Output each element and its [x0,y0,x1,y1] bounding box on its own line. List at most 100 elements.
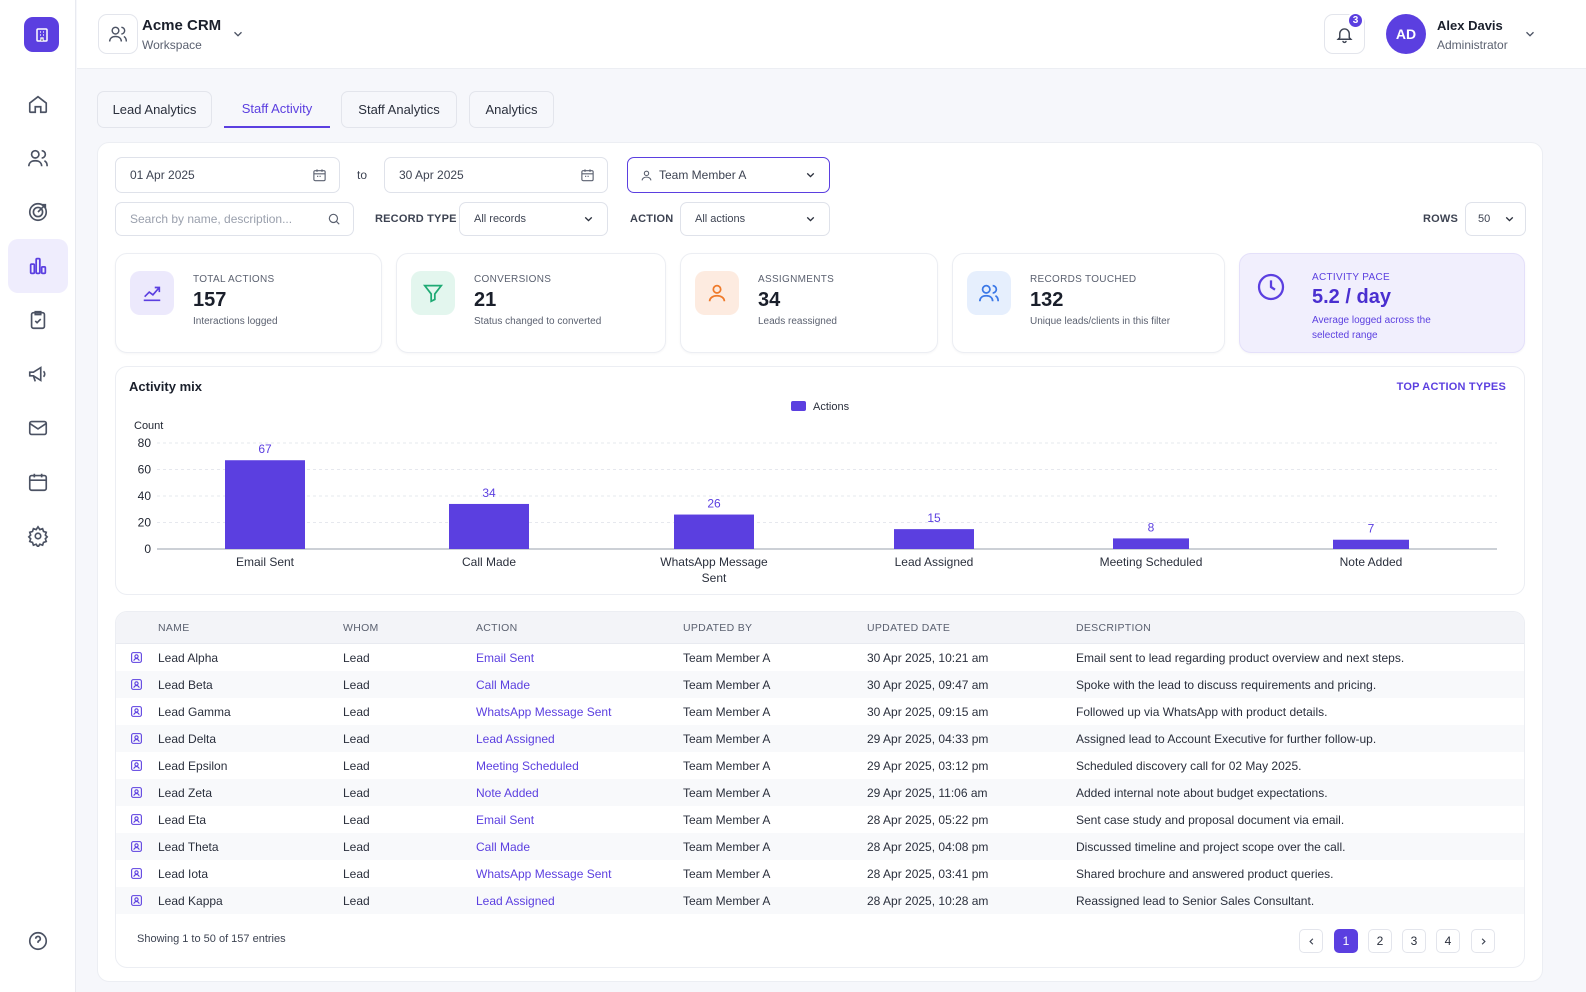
table-row[interactable]: Lead Delta Lead Lead Assigned Team Member A… [116,725,1524,752]
notifications-button[interactable] [1324,14,1365,54]
cell-name[interactable]: Lead Beta [158,678,213,692]
table-header: NAME WHOM ACTION UPDATED BY UPDATED DATE… [116,612,1524,644]
tab-lead-analytics[interactable]: Lead Analytics [97,91,212,128]
nav-mail[interactable] [8,401,68,455]
team-member-select[interactable]: Team Member A [627,157,830,193]
cell-action[interactable]: Note Added [476,786,539,800]
avatar[interactable]: AD [1386,14,1426,54]
activity-mix-panel: Activity mix TOP ACTION TYPES Actions Cou… [115,366,1525,595]
date-from-field[interactable]: 01 Apr 2025 [115,157,340,193]
tab-staff-analytics[interactable]: Staff Analytics [341,91,457,128]
pagination-next[interactable] [1471,929,1495,953]
workspace-name: Acme CRM [142,17,222,34]
table-row[interactable]: Lead Beta Lead Call Made Team Member A 30 Ap… [116,671,1524,698]
nav-campaigns[interactable] [8,347,68,401]
clipboard-check-icon [30,310,46,330]
table-row[interactable]: Lead Theta Lead Call Made Team Member A 28 A… [116,833,1524,860]
table-row[interactable]: Lead Gamma Lead WhatsApp Message Sent Team … [116,698,1524,725]
pagination-page-3[interactable]: 3 [1402,929,1426,953]
cell-name[interactable]: Lead Alpha [158,651,219,665]
col-description[interactable]: DESCRIPTION [1076,622,1152,634]
cell-name[interactable]: Lead Iota [158,867,209,881]
bar[interactable] [225,460,305,549]
cell-name[interactable]: Lead Kappa [158,894,223,908]
nav-calendar[interactable] [8,455,68,509]
cell-action[interactable]: WhatsApp Message Sent [476,705,612,719]
table-row[interactable]: Lead Kappa Lead Lead Assigned Team Member A… [116,887,1524,914]
date-to-field[interactable]: 30 Apr 2025 [384,157,608,193]
gear-icon [27,525,49,547]
cell-name[interactable]: Lead Delta [158,732,217,746]
top-action-types-link[interactable]: TOP ACTION TYPES [1396,381,1506,393]
record-type-select[interactable]: All records [459,202,608,236]
cell-description: Assigned lead to Account Executive for f… [1076,732,1377,746]
cell-action[interactable]: Lead Assigned [476,732,555,746]
nav-leads[interactable] [8,185,68,239]
nav-contacts[interactable] [8,131,68,185]
bar[interactable] [1333,539,1409,549]
nav-help[interactable] [8,914,68,968]
table-row[interactable]: Lead Alpha Lead Email Sent Team Member A 30 … [116,644,1524,671]
x-tick-label: Email Sent [236,555,295,569]
nav-settings[interactable] [8,509,68,563]
cell-updated-by: Team Member A [683,705,771,719]
nav-tasks[interactable] [8,293,68,347]
app-logo[interactable] [24,17,59,52]
table-row[interactable]: Lead Eta Lead Email Sent Team Member A 28 Ap… [116,806,1524,833]
col-name[interactable]: NAME [158,622,190,634]
cell-name[interactable]: Lead Zeta [158,786,213,800]
workspace-chevron[interactable] [231,27,245,41]
col-updated-date[interactable]: UPDATED DATE [867,622,951,634]
table-row[interactable]: Lead Iota Lead WhatsApp Message Sent Team M… [116,860,1524,887]
search-icon [327,212,341,226]
cell-name[interactable]: Lead Theta [158,840,219,854]
cell-name[interactable]: Lead Gamma [158,705,231,719]
cell-action[interactable]: Lead Assigned [476,894,555,908]
col-action[interactable]: ACTION [476,622,518,634]
pagination-page-2[interactable]: 2 [1368,929,1392,953]
table-row[interactable]: Lead Epsilon Lead Meeting Scheduled Team Me… [116,752,1524,779]
action-select[interactable]: All actions [680,202,830,236]
cell-updated-by: Team Member A [683,651,771,665]
cell-updated-by: Team Member A [683,759,771,773]
pagination-page-1[interactable]: 1 [1334,929,1358,953]
bar[interactable] [674,514,754,549]
users-icon [28,149,48,167]
cell-updated-date: 30 Apr 2025, 09:15 am [867,705,989,719]
cell-action[interactable]: Call Made [476,840,531,854]
record-type-label: RECORD TYPE [375,213,457,225]
cell-name[interactable]: Lead Eta [158,813,207,827]
user-menu-chevron[interactable] [1523,27,1537,41]
cell-action[interactable]: Email Sent [476,651,535,665]
cell-action[interactable]: Call Made [476,678,531,692]
filter-icon [411,271,455,315]
y-tick-label: 0 [144,542,151,556]
search-input[interactable]: Search by name, description... [115,202,354,236]
tab-analytics[interactable]: Analytics [469,91,554,128]
activity-bar-chart: Actions Count 0 20 40 60 80 67 Email Sent 34 Call … [134,401,1497,585]
cell-updated-date: 30 Apr 2025, 09:47 am [867,678,989,692]
action-value: All actions [695,213,746,225]
pagination-page-4[interactable]: 4 [1436,929,1460,953]
cell-action[interactable]: Meeting Scheduled [476,759,579,773]
cell-updated-by: Team Member A [683,786,771,800]
nav-home[interactable] [8,77,68,131]
workspace-switcher[interactable] [98,14,138,54]
bar[interactable] [894,529,974,549]
col-updated-by[interactable]: UPDATED BY [683,622,753,634]
cell-action[interactable]: Email Sent [476,813,535,827]
bar[interactable] [1113,538,1189,549]
bar-value-label: 34 [482,486,496,500]
bar[interactable] [449,503,529,549]
cell-name[interactable]: Lead Epsilon [158,759,228,773]
stat-title: TOTAL ACTIONS [193,274,275,285]
pagination-prev[interactable] [1299,929,1323,953]
cell-action[interactable]: WhatsApp Message Sent [476,867,612,881]
rows-select[interactable]: 50 [1465,202,1526,236]
tab-staff-activity[interactable]: Staff Activity [224,91,330,128]
top-header: Acme CRM Workspace 3 AD Alex Davis Admin… [77,0,1586,69]
col-whom[interactable]: WHOM [343,622,379,634]
nav-analytics[interactable] [8,239,68,293]
table-row[interactable]: Lead Zeta Lead Note Added Team Member A 29 A… [116,779,1524,806]
bar-value-label: 7 [1368,522,1375,536]
